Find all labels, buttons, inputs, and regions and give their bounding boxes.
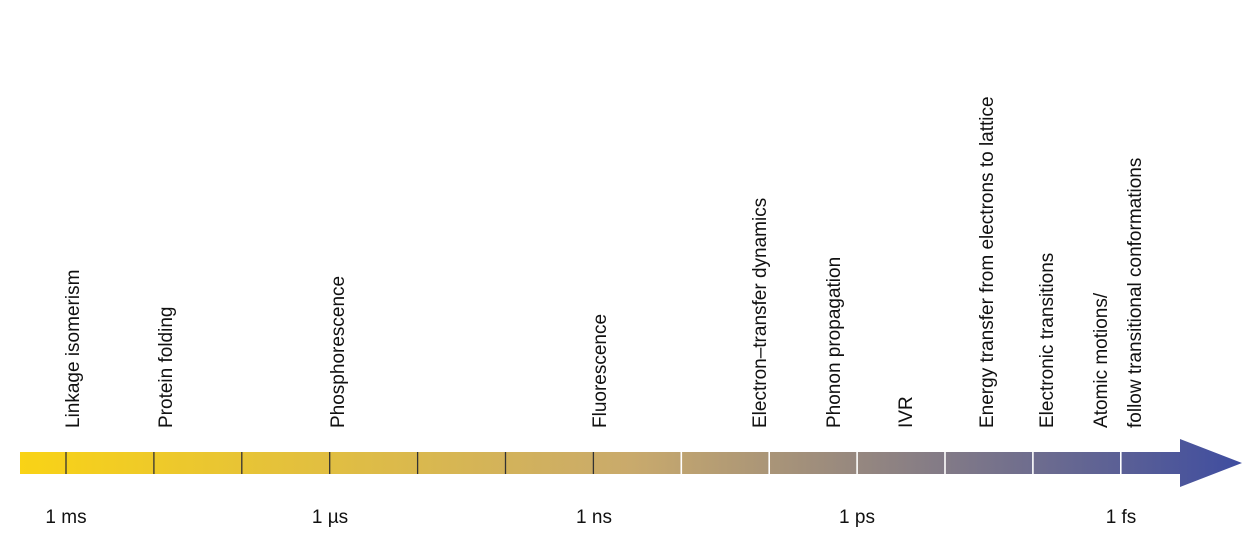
label-energy-transfer: Energy transfer from electrons to lattic… [977, 96, 998, 428]
scale-labels: 1 ms 1 µs 1 ns 1 ps 1 fs [45, 507, 1136, 528]
process-labels: Linkage isomerism Protein folding Phosph… [63, 96, 1146, 428]
scale-label-fs: 1 fs [1106, 507, 1137, 528]
label-linkage-isomerism: Linkage isomerism [63, 270, 84, 428]
label-fluorescence: Fluorescence [590, 314, 611, 428]
label-atomic-motions: Atomic motions/follow transitional confo… [1091, 158, 1146, 428]
label-phonon-propagation: Phonon propagation [824, 257, 845, 428]
label-phosphorescence: Phosphorescence [328, 276, 349, 428]
label-ivr: IVR [896, 396, 917, 428]
label-electron-transfer-dynamics: Electron–transfer dynamics [750, 198, 771, 428]
timeline-ticks [65, 452, 1122, 474]
label-protein-folding: Protein folding [156, 307, 177, 428]
scale-label-us: 1 µs [312, 507, 348, 528]
scale-label-ms: 1 ms [45, 507, 86, 528]
timeline-arrow-body [20, 439, 1242, 487]
timeline-arrow [20, 439, 1242, 487]
scale-label-ps: 1 ps [839, 507, 875, 528]
label-electronic-transitions: Electronic transitions [1037, 253, 1058, 428]
scale-label-ns: 1 ns [576, 507, 612, 528]
